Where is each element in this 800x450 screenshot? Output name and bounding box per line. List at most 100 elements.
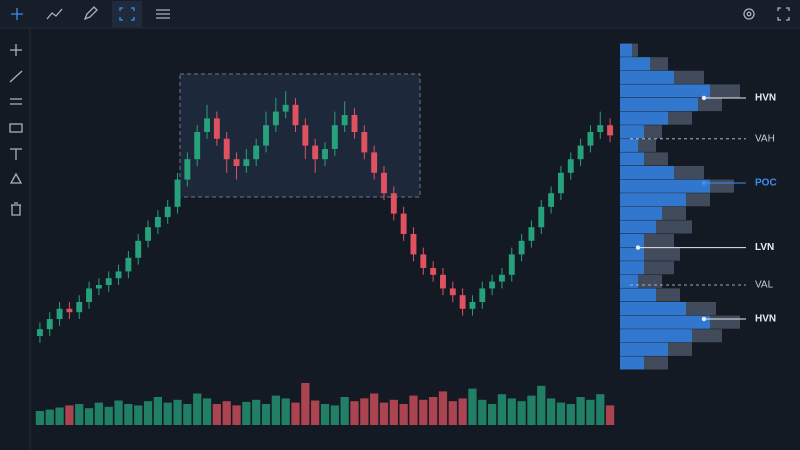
candle-body [36,329,43,336]
pencil-button[interactable] [83,6,98,21]
candle-body [135,240,142,258]
volume-bar [429,397,438,425]
volume-bar [242,401,251,425]
plot: HVN VAH POC LVN VAL HVN [35,43,777,425]
candle-body [479,288,486,302]
profile-value-area-bar [620,84,710,98]
candle-body [66,308,73,313]
sidebar-trendline[interactable] [9,70,23,83]
profile-value-area-bar [620,193,686,207]
volume-bar [45,409,54,425]
profile-value-area-bar [620,125,644,139]
candle-body [400,213,407,234]
candle-body [341,115,348,126]
candle-body [243,159,250,166]
profile-value-area-bar [620,274,638,288]
candle-body [410,234,417,255]
sidebar-text[interactable] [10,148,22,160]
candle-body [56,308,63,319]
sidebar-trash[interactable] [11,202,21,216]
candle-body [253,145,260,160]
sidebar-pattern[interactable] [9,172,23,184]
sidebar-crosshair[interactable] [10,44,22,56]
profile-value-area-bar [620,302,686,316]
candle-body [282,104,289,112]
crosshair-button[interactable] [11,8,23,20]
volume-bar [291,402,300,425]
volume-bar [173,399,182,425]
profile-value-area-bar [620,342,668,356]
volume-bar [399,404,408,425]
candle-body [115,271,122,279]
volume-bar [320,404,330,425]
marker-label: HVN [755,314,776,325]
marker-dot [701,180,707,186]
volume-bar [222,401,231,425]
profile-value-area-bar [620,206,662,220]
volume-bar [114,400,123,425]
sidebar-horizontal[interactable] [10,98,22,105]
volume-bar [65,405,74,425]
volume-bar [261,404,271,425]
candle-body [577,145,584,160]
profile-value-area-bar [620,111,668,125]
candle-body [105,278,112,285]
marker-label: HVN [755,93,776,104]
volume-bar [517,401,526,425]
profile-value-area-bar [620,247,644,261]
profile-value-area-bar [620,179,710,193]
candle-body [331,125,338,149]
volume-bar [566,404,575,425]
settings-button[interactable] [743,8,755,20]
marker-label: LVN [755,242,774,253]
volume-bar [487,404,497,425]
profile-value-area-bar [620,98,698,112]
candle-body [76,302,83,313]
volume-bar [478,399,487,425]
candle-body [86,288,93,302]
candle-body [154,217,161,228]
volume-bar [379,402,389,425]
line-tool-button[interactable] [46,8,63,20]
candle-body [440,274,446,289]
fullscreen-button[interactable] [777,7,790,21]
candle-body [312,145,319,160]
select-button[interactable] [119,7,135,21]
candle-body [302,125,309,146]
candle-body [213,118,220,139]
volume-bar [576,397,585,425]
settings-sliders-button[interactable] [156,9,170,19]
profile-value-area-bar [620,234,644,248]
sidebar-rectangle[interactable] [9,123,23,133]
candle-body [233,159,240,166]
volume-bar [507,398,516,425]
profile-value-area-bar [620,138,638,152]
volume-bar [143,401,153,425]
volume-bar [389,399,398,425]
volume-bar [55,407,64,425]
volume-bar [183,404,192,425]
candle-body [272,111,279,126]
candle-body [263,125,269,146]
volume-bar [301,383,310,425]
volume-bar [84,408,94,425]
candle-body [292,104,299,126]
volume-bar [94,402,104,425]
volume-bar [232,405,241,425]
volume-bar [271,395,280,425]
profile-value-area-bar [620,315,710,329]
volume-bar [438,391,448,425]
candle-body [46,319,53,330]
candle-body [174,179,181,207]
profile-value-area-bar [620,70,674,84]
candle-body [145,227,151,241]
candle-body [204,118,210,132]
volume-bar [124,404,133,425]
candle-body [567,159,574,173]
volume-bar [193,393,202,425]
volume-bar [546,398,556,425]
profile-value-area-bar [620,288,656,302]
marker-label: VAH [755,133,775,144]
